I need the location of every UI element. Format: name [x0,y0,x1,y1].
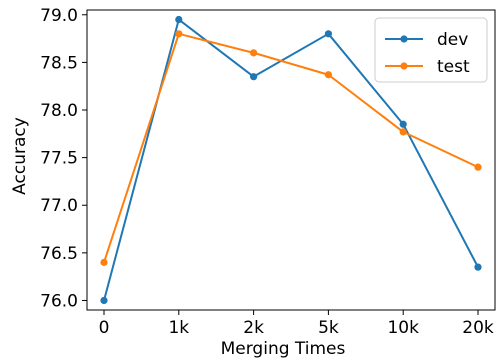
data-point-dev [399,120,407,128]
data-point-dev [250,73,258,81]
x-axis: 0 1k 2k 5k 10k 20k [99,310,494,338]
x-tick-label: 20k [462,318,494,338]
y-tick-label: 77.0 [40,196,78,216]
series-line-dev [103,18,479,301]
data-point-test [250,49,258,57]
x-axis-label: Merging Times [221,339,346,359]
data-point-dev [324,30,332,38]
plot-border [86,9,496,311]
series-dev [100,15,482,305]
y-tick-label: 77.5 [40,149,78,169]
x-tick-label: 1k [168,318,189,338]
series-layer [100,15,482,305]
series-line-test [103,32,479,263]
data-point-test [474,163,482,171]
data-point-test [399,128,407,136]
data-point-test [175,30,183,38]
y-tick-label: 76.5 [40,244,78,264]
y-tick-label: 79.0 [40,6,78,26]
y-tick-label: 76.0 [40,291,78,311]
data-point-dev [100,296,108,305]
x-tick-label: 0 [99,318,110,338]
data-point-dev [474,263,482,271]
y-tick-label: 78.5 [40,53,78,73]
legend-label-test: test [437,57,470,77]
legend-label-dev: dev [437,30,468,50]
legend-box [374,17,488,83]
y-axis: 76.0 76.5 77.0 77.5 78.0 78.5 79.0 [40,6,87,311]
legend-marker-test [400,62,408,70]
data-point-test [100,258,108,266]
x-tick-label: 2k [243,318,264,338]
plot-frame [86,9,496,311]
legend-marker-dev [400,35,408,43]
data-point-test [324,71,332,79]
y-tick-label: 78.0 [40,101,78,121]
series-test [100,30,482,266]
x-tick-label: 10k [387,318,419,338]
data-point-dev [175,15,183,24]
y-axis-label: Accuracy [10,117,30,195]
x-tick-label: 5k [318,318,339,338]
legend: dev test [374,17,488,83]
